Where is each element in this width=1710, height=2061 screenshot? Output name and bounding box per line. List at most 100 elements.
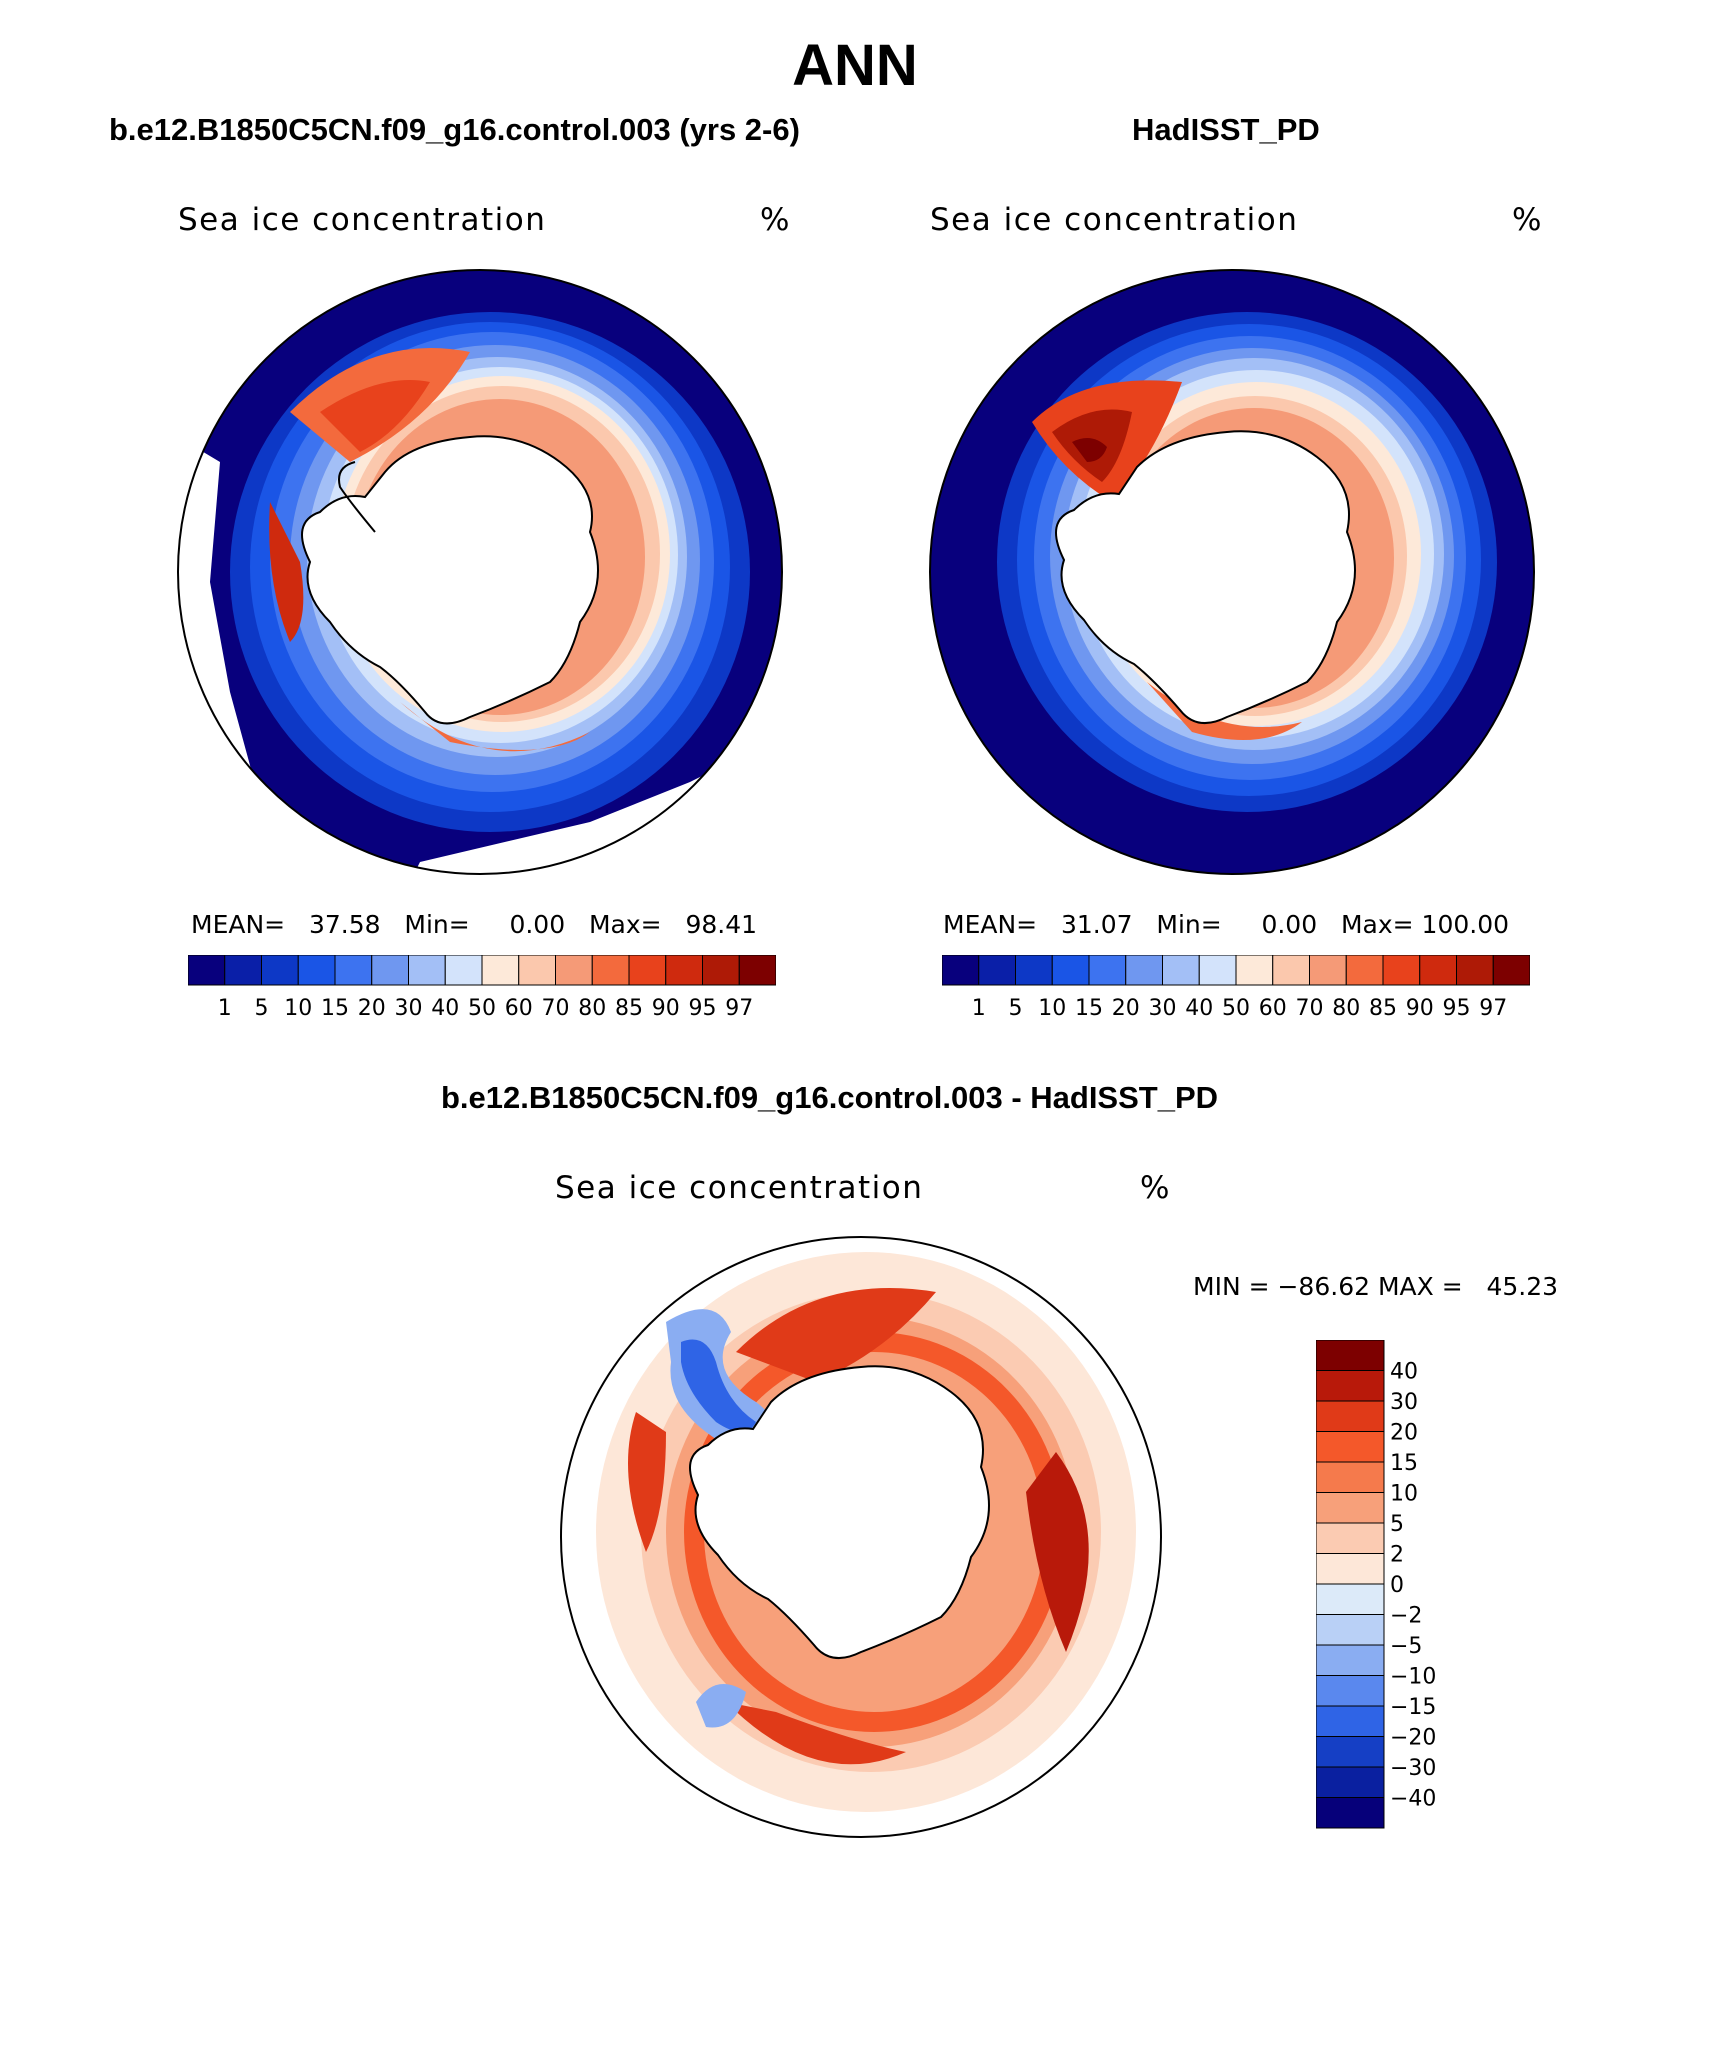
diff-colorbar-swatch xyxy=(1316,1461,1385,1493)
diff-colorbar-tick-label: −15 xyxy=(1390,1695,1436,1720)
diff-colorbar-tick-label: −20 xyxy=(1390,1726,1436,1751)
right-colorbar-swatch xyxy=(1456,955,1494,986)
right-colorbar-swatch xyxy=(1492,955,1530,986)
diff-colorbar-tick-label: 10 xyxy=(1390,1482,1418,1507)
left-stats: MEAN= 37.58 Min= 0.00 Max= 98.41 xyxy=(191,910,758,939)
right-colorbar-tick-label: 40 xyxy=(1185,996,1213,1021)
left-colorbar-swatch xyxy=(334,955,373,986)
diff-colorbar-swatch xyxy=(1316,1736,1385,1768)
diff-colorbar-tick-label: 5 xyxy=(1390,1512,1404,1537)
left-colorbar-swatch xyxy=(408,955,446,986)
diff-colorbar-tick-label: 30 xyxy=(1390,1390,1418,1415)
left-colorbar-swatch xyxy=(628,955,667,986)
left-colorbar-swatch xyxy=(444,955,483,986)
diff-colorbar-swatch xyxy=(1316,1553,1385,1585)
diff-colorbar-tick-label: 40 xyxy=(1390,1360,1418,1385)
left-colorbar-tick-label: 95 xyxy=(689,996,717,1021)
diff-colorbar-tick-label: −5 xyxy=(1390,1634,1422,1659)
left-variable-label: Sea ice concentration xyxy=(178,202,547,238)
diff-colorbar-tick-label: 2 xyxy=(1390,1543,1404,1568)
left-colorbar: 1 5 10 15 20 30 40 50 60 70 80 85 90 95 97 xyxy=(188,955,776,1021)
diff-colorbar-tick-label: −40 xyxy=(1390,1787,1436,1812)
right-colorbar-tick-label: 85 xyxy=(1369,996,1397,1021)
right-colorbar-swatch xyxy=(978,955,1016,986)
right-colorbar-tick-label: 1 xyxy=(972,996,986,1021)
left-colorbar-tick-label: 30 xyxy=(395,996,423,1021)
diff-colorbar-swatch xyxy=(1316,1522,1385,1554)
right-colorbar-swatch xyxy=(1162,955,1200,986)
diff-minmax: MIN = −86.62 MAX = 45.23 xyxy=(1193,1272,1559,1301)
diff-case-title: b.e12.B1850C5CN.f09_g16.control.003 - Ha… xyxy=(441,1080,1219,1115)
left-colorbar-swatch xyxy=(371,955,409,986)
left-colorbar-tick-label: 5 xyxy=(255,996,269,1021)
right-colorbar-swatch xyxy=(1015,955,1053,986)
left-colorbar-tick-label: 97 xyxy=(725,996,753,1021)
right-stats: MEAN= 31.07 Min= 0.00 Max= 100.00 xyxy=(943,910,1510,939)
right-colorbar-tick-label: 20 xyxy=(1112,996,1140,1021)
right-colorbar-tick-label: 60 xyxy=(1259,996,1287,1021)
left-units-label: % xyxy=(760,202,791,238)
diff-sea-ice-map xyxy=(560,1236,1162,1838)
left-colorbar-tick-label: 85 xyxy=(615,996,643,1021)
right-colorbar-tick-label: 90 xyxy=(1406,996,1434,1021)
diff-colorbar-swatch xyxy=(1316,1492,1385,1524)
right-colorbar-swatch xyxy=(1198,955,1237,986)
right-colorbar-swatch xyxy=(942,955,980,986)
right-case-title: HadISST_PD xyxy=(1132,112,1320,147)
right-colorbar-tick-label: 95 xyxy=(1443,996,1471,1021)
diff-colorbar-tick-label: 15 xyxy=(1390,1451,1418,1476)
diff-variable-label: Sea ice concentration xyxy=(555,1170,924,1206)
left-colorbar-tick-label: 20 xyxy=(358,996,386,1021)
diff-colorbar-swatch xyxy=(1316,1400,1385,1432)
left-colorbar-tick-label: 40 xyxy=(431,996,459,1021)
left-colorbar-swatch xyxy=(518,955,556,986)
left-colorbar-tick-label: 60 xyxy=(505,996,533,1021)
left-colorbar-swatch xyxy=(665,955,703,986)
right-colorbar-tick-label: 5 xyxy=(1009,996,1023,1021)
diff-colorbar-swatch xyxy=(1316,1705,1385,1737)
left-colorbar-swatch xyxy=(188,955,226,986)
right-sea-ice-map xyxy=(929,269,1535,875)
right-colorbar-tick-label: 10 xyxy=(1038,996,1066,1021)
left-colorbar-swatch xyxy=(702,955,740,986)
right-colorbar-tick-label: 70 xyxy=(1296,996,1324,1021)
left-colorbar-swatch xyxy=(261,955,299,986)
diff-colorbar-swatch xyxy=(1316,1675,1385,1707)
diff-colorbar-tick-label: 0 xyxy=(1390,1573,1404,1598)
right-colorbar-swatch xyxy=(1309,955,1347,986)
left-colorbar-tick-label: 90 xyxy=(652,996,680,1021)
right-colorbar-tick-label: 80 xyxy=(1332,996,1360,1021)
diff-colorbar-swatch xyxy=(1316,1583,1385,1615)
diff-colorbar-tick-label: −30 xyxy=(1390,1756,1436,1781)
right-variable-label: Sea ice concentration xyxy=(930,202,1299,238)
left-colorbar-swatch xyxy=(738,955,776,986)
right-colorbar-swatch xyxy=(1272,955,1310,986)
right-colorbar-swatch xyxy=(1419,955,1457,986)
left-colorbar-swatch xyxy=(591,955,630,986)
diff-colorbar-swatch xyxy=(1316,1370,1385,1402)
left-colorbar-swatch xyxy=(224,955,262,986)
diff-colorbar-swatch xyxy=(1316,1797,1385,1829)
left-colorbar-swatch xyxy=(481,955,520,986)
diff-colorbar-swatch xyxy=(1316,1431,1385,1463)
left-colorbar-tick-label: 70 xyxy=(542,996,570,1021)
figure-title: ANN xyxy=(792,33,918,98)
left-colorbar-tick-label: 15 xyxy=(321,996,349,1021)
left-case-title: b.e12.B1850C5CN.f09_g16.control.003 (yrs… xyxy=(109,112,800,147)
right-colorbar-swatch xyxy=(1051,955,1090,986)
right-units-label: % xyxy=(1512,202,1543,238)
right-colorbar-tick-label: 30 xyxy=(1149,996,1177,1021)
diff-units-label: % xyxy=(1140,1170,1171,1206)
left-colorbar-tick-label: 50 xyxy=(468,996,496,1021)
diff-colorbar-swatch xyxy=(1316,1644,1385,1676)
right-colorbar-tick-label: 50 xyxy=(1222,996,1250,1021)
right-colorbar-swatch xyxy=(1088,955,1127,986)
left-colorbar-swatch xyxy=(297,955,336,986)
right-colorbar-swatch xyxy=(1235,955,1274,986)
diff-colorbar-swatch xyxy=(1316,1766,1385,1798)
diff-colorbar-swatch xyxy=(1316,1340,1385,1371)
left-colorbar-swatch xyxy=(555,955,593,986)
left-colorbar-tick-label: 1 xyxy=(218,996,232,1021)
right-colorbar-swatch xyxy=(1345,955,1384,986)
